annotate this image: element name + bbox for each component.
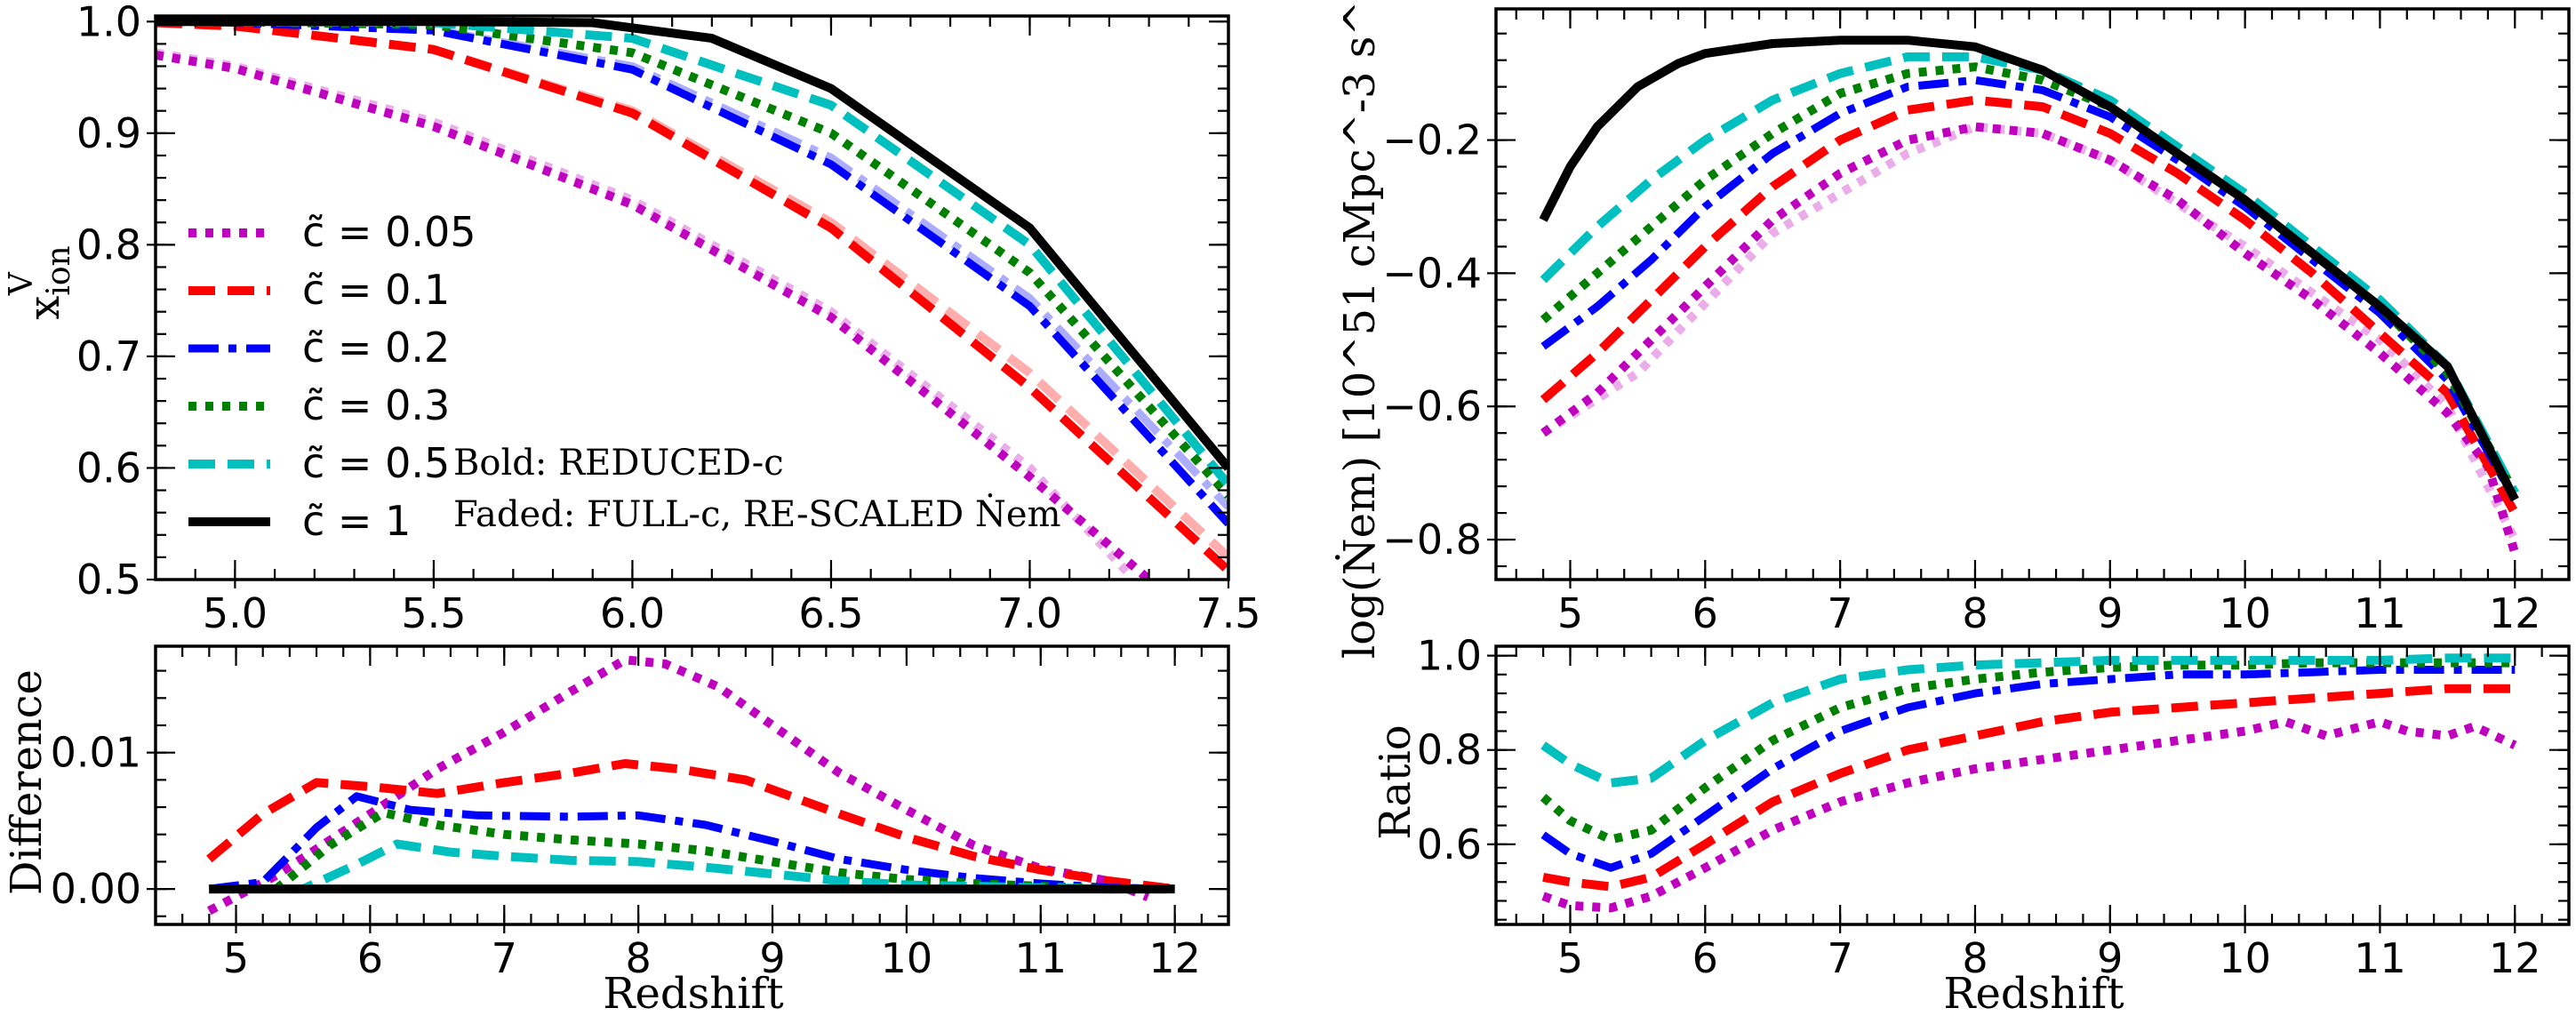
- legend: c̃ = 0.05 c̃ = 0.1 c̃ = 0.2 c̃ = 0.3 c̃ …: [188, 208, 476, 545]
- xion-xtick-label: 5.5: [401, 589, 466, 637]
- nem-ytick-label: −0.2: [1382, 116, 1482, 164]
- ratio-series-layer: [1540, 653, 2517, 913]
- legend-label-c1: c̃ = 1: [302, 497, 411, 545]
- xion-ytick-label: 0.6: [76, 444, 141, 492]
- ratio-series-c0.1: [1542, 684, 2516, 892]
- nem-series-c0.1: [1540, 95, 2519, 516]
- xion-xtick-label: 5.0: [203, 589, 268, 637]
- ratio-ylabel: Ratio: [1371, 724, 1420, 839]
- nem-series-c1: [1539, 36, 2519, 502]
- xion-ytick-label: 0.7: [76, 332, 141, 380]
- xion-series-c0.05: [156, 50, 1152, 580]
- legend-entry-c0.1: c̃ = 0.1: [188, 266, 450, 314]
- ratio-series-c0.5: [1540, 653, 2516, 788]
- difference-xtick-label: 8: [626, 934, 652, 982]
- difference-ticks: 5 6 7 8 9 10 11 12 0.00 0.01: [51, 646, 1230, 982]
- difference-xtick-label: 6: [357, 934, 383, 982]
- nem-xtick-label: 11: [2354, 589, 2406, 637]
- difference-xlabel: Redshift: [603, 969, 783, 1019]
- nem-series-layer: [1539, 36, 2520, 555]
- nem-series-c0.2: [1540, 76, 2519, 502]
- nem-xtick-label: 5: [1557, 589, 1583, 637]
- difference-series-c0.1: [206, 759, 1176, 894]
- nem-series-c0.05: [1540, 122, 2520, 555]
- ratio-xtick-label: 10: [2219, 934, 2271, 982]
- nem-xtick-label: 10: [2219, 589, 2271, 637]
- legend-label-c0.1: c̃ = 0.1: [302, 266, 450, 314]
- nem-xtick-label: 7: [1828, 589, 1853, 637]
- difference-axes-frame: [154, 644, 1230, 926]
- xion-ylabel: xionV: [4, 245, 77, 319]
- ratio-series-c0.05: [1541, 716, 2517, 913]
- ratio-ticks: 5 6 7 8 9 10 11 12 0.6 0.8 1.0: [1417, 632, 2571, 982]
- legend-label-c0.3: c̃ = 0.3: [302, 381, 450, 429]
- xion-ticks: 5.0 5.5 6.0 6.5 7.0 7.5 0.5 0.6 0.7 0.8 0.9 1.0: [76, 0, 1261, 637]
- ratio-xlabel: Redshift: [1943, 969, 2124, 1019]
- xion-ytick-label: 1.0: [76, 0, 141, 45]
- ratio-axes-frame: [1494, 644, 2571, 926]
- nem-ticks: 5 6 7 8 9 10 11 12 −0.8 −0.6 −0.4 −0.2: [1382, 9, 2571, 637]
- difference-xtick-label: 12: [1148, 934, 1201, 982]
- annotation-bold: Bold: REDUCED-c: [453, 443, 784, 484]
- legend-label-c0.2: c̃ = 0.2: [302, 324, 450, 372]
- legend-entry-c0.3: c̃ = 0.3: [188, 381, 450, 429]
- nem-xtick-label: 12: [2489, 589, 2541, 637]
- xion-ytick-label: 0.8: [76, 220, 141, 268]
- difference-xtick-label: 9: [759, 934, 785, 982]
- difference-xtick-label: 10: [881, 934, 933, 982]
- nem-ytick-label: −0.4: [1382, 249, 1482, 297]
- xion-series-c0.05-faded: [156, 48, 1132, 578]
- ratio-series-c0.2: [1540, 666, 2516, 872]
- legend-label-c0.05: c̃ = 0.05: [302, 208, 476, 256]
- nem-ytick-label: −0.6: [1382, 382, 1482, 430]
- nem-xtick-label: 6: [1692, 589, 1718, 637]
- nem-ytick-label: −0.8: [1382, 516, 1482, 564]
- xion-ytick-label: 0.5: [76, 556, 141, 604]
- legend-entry-c0.05: c̃ = 0.05: [188, 208, 476, 256]
- difference-xtick-label: 5: [223, 934, 249, 982]
- panel-emissivity: 5 6 7 8 9 10 11 12 −0.8 −0.6 −0.4 −0.2 log(Ṅem) [10…: [1334, 0, 2571, 659]
- nem-ylabel: log(Ṅem) [10^51 cMpc^-3 s^-1]: [1334, 0, 1385, 659]
- xion-xtick-label: 7.5: [1196, 589, 1260, 637]
- xion-series-c0.3: [156, 17, 1228, 500]
- xion-ytick-label: 0.9: [76, 109, 141, 157]
- xion-series-c1: [156, 17, 1228, 471]
- nem-series-c0.05-faded: [1540, 122, 2519, 542]
- xion-xtick-label: 7.0: [997, 589, 1062, 637]
- ratio-ytick-label: 0.6: [1417, 820, 1482, 868]
- difference-ylabel: Difference: [2, 669, 52, 895]
- panel-difference: 5 6 7 8 9 10 11 12 0.00 0.01 Redshift Difference: [2, 644, 1230, 1019]
- ratio-ytick-label: 0.8: [1417, 726, 1482, 774]
- nem-xtick-label: 8: [1962, 589, 1988, 637]
- difference-xtick-label: 7: [492, 934, 517, 982]
- difference-series-layer: [206, 655, 1176, 916]
- legend-entry-c0.2: c̃ = 0.2: [188, 324, 450, 372]
- nem-xtick-label: 9: [2097, 589, 2123, 637]
- xion-xtick-label: 6.5: [798, 589, 863, 637]
- ratio-xtick-label: 5: [1557, 934, 1583, 982]
- xion-axes-frame: [154, 14, 1230, 581]
- ratio-xtick-label: 11: [2354, 934, 2406, 982]
- ratio-xtick-label: 8: [1962, 934, 1988, 982]
- difference-ytick-label: 0.01: [51, 729, 141, 777]
- ratio-xtick-label: 7: [1828, 934, 1853, 982]
- legend-label-c0.5: c̃ = 0.5: [302, 439, 450, 487]
- difference-xtick-label: 11: [1015, 934, 1068, 982]
- difference-ytick-label: 0.00: [51, 865, 141, 913]
- difference-series-c0.2: [208, 792, 1175, 893]
- panel-ratio: 5 6 7 8 9 10 11 12 0.6 0.8 1.0 Redshift Ratio: [1371, 632, 2571, 1019]
- panel-ionized-fraction: 5.0 5.5 6.0 6.5 7.0 7.5 0.5 0.6 0.7 0.8 0.9 1.0 xio…: [4, 0, 1261, 637]
- ratio-xtick-label: 6: [1692, 934, 1718, 982]
- ratio-xtick-label: 9: [2097, 934, 2123, 982]
- nem-axes-frame: [1494, 7, 2571, 581]
- annotation-faded: Faded: FULL-c, RE-SCALED Ṅem: [453, 493, 1061, 535]
- difference-series-c0.5: [209, 839, 1175, 894]
- ratio-ytick-label: 1.0: [1417, 632, 1482, 680]
- ratio-xtick-label: 12: [2489, 934, 2541, 982]
- legend-entry-c0.5: c̃ = 0.5: [188, 439, 450, 487]
- xion-xtick-label: 6.0: [600, 589, 665, 637]
- nem-series-c0.5: [1540, 52, 2519, 495]
- legend-entry-c1: c̃ = 1: [188, 497, 411, 545]
